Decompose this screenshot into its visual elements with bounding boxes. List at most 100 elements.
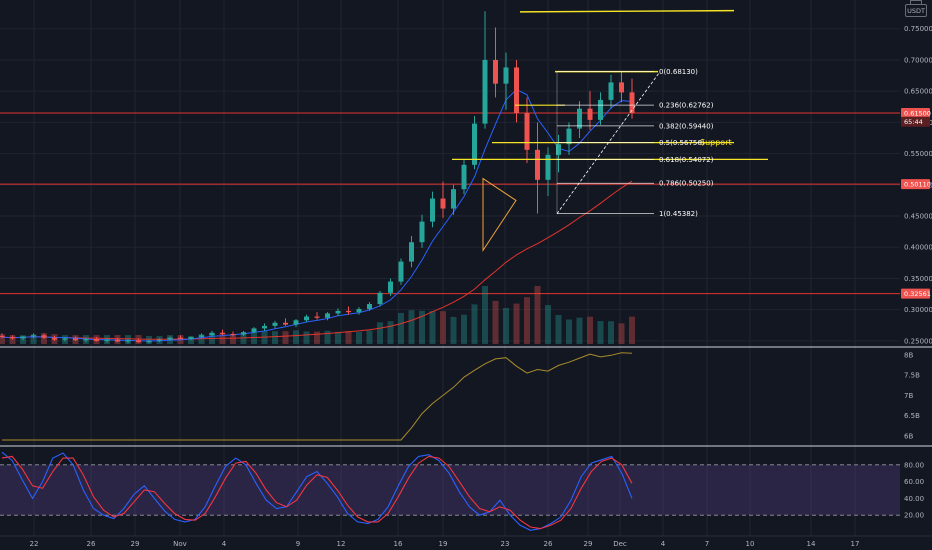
candle-body — [251, 328, 257, 333]
fib-level-label: 0.382(0.59440) — [659, 122, 714, 130]
stochastic-axis-tick: 40.00 — [904, 495, 924, 503]
candle-body — [325, 313, 330, 318]
volume-bar — [314, 331, 320, 344]
triangle-pattern — [482, 177, 517, 253]
price-axis-tick: 0.65000 — [904, 88, 932, 96]
indicator-axis-tick: 7.5B — [904, 372, 920, 380]
volume-bar — [366, 330, 373, 344]
candle-body — [31, 335, 36, 337]
candle-body — [566, 128, 572, 145]
candle-body — [83, 339, 89, 341]
candle-body — [220, 332, 225, 335]
stochastic-band — [0, 464, 900, 516]
volume-bar — [345, 331, 352, 344]
quote-currency-badge[interactable]: USDT — [905, 4, 927, 17]
candle-body — [524, 113, 530, 150]
price-axis-tick: 0.25000 — [904, 337, 932, 345]
volume-bar — [429, 310, 436, 344]
candle-body — [209, 332, 215, 336]
candle-body — [472, 123, 477, 165]
candle-body — [73, 338, 78, 341]
candle-body — [545, 154, 551, 180]
volume-bar — [618, 323, 625, 344]
time-axis-label: 29 — [131, 540, 140, 548]
volume-bar — [608, 321, 614, 344]
candle-body — [94, 339, 99, 341]
time-axis-label: 7 — [705, 540, 709, 548]
price-tag-box — [901, 116, 930, 127]
candle-body — [356, 309, 362, 313]
volume-bar — [503, 307, 509, 344]
candle-body — [503, 67, 509, 84]
candle-body — [514, 67, 519, 114]
price-tag-label: 0.61500 — [904, 109, 931, 117]
candle-body — [398, 261, 404, 282]
candles — [0, 11, 635, 344]
time-axis-label: 29 — [584, 540, 593, 548]
volume-bar — [0, 334, 5, 344]
volume-bar — [377, 322, 383, 344]
volume-bar — [629, 316, 635, 344]
price-tag-label: 0.32561 — [904, 290, 931, 298]
volume-bar — [576, 317, 583, 344]
candle-body — [146, 340, 152, 343]
volume-bar — [597, 321, 604, 344]
candle-body — [20, 336, 26, 339]
time-axis-label: 14 — [807, 540, 816, 548]
stochastic-k-line — [1, 451, 633, 531]
time-axis-label: 4 — [222, 540, 227, 548]
volume-bar — [293, 330, 299, 344]
candle-body — [535, 149, 540, 180]
price-tag-box — [901, 108, 930, 119]
candle-body — [556, 144, 561, 155]
volume-bar — [555, 315, 562, 344]
candle-body — [419, 221, 425, 243]
fib-level-label: 0.618(0.54072) — [659, 156, 714, 164]
price-tag-label: 65:44 — [904, 118, 923, 126]
stochastic-d-line — [1, 455, 633, 530]
fib-level-label: 1(0.45382) — [659, 210, 698, 218]
time-axis-label: 26 — [87, 540, 96, 548]
indicator-axis-tick: 6.5B — [904, 412, 920, 420]
indicator-line — [2, 352, 633, 441]
time-axis-label: 10 — [746, 540, 755, 548]
candle-body — [409, 242, 414, 262]
time-axis-label: 19 — [439, 540, 448, 548]
indicator-axis-tick: 8B — [904, 351, 913, 359]
candle-body — [482, 59, 488, 124]
candle-body — [167, 337, 173, 340]
time-axis-label: 23 — [501, 540, 510, 548]
support-annotation: Support — [700, 138, 732, 147]
volume-bar — [387, 321, 394, 344]
candle-body — [272, 322, 278, 326]
price-axis-tick: 0.35000 — [904, 275, 932, 283]
candle-body — [283, 322, 288, 325]
indicator-axis-tick: 6B — [904, 432, 913, 440]
stochastic-axis-tick: 20.00 — [904, 512, 924, 520]
volume-bar — [251, 332, 257, 344]
candle-body — [52, 337, 57, 340]
fib-level-label: 0(0.68130) — [659, 68, 698, 76]
volume-bar — [303, 331, 310, 344]
candle-body — [587, 108, 593, 120]
candle-body — [314, 316, 320, 318]
candle-body — [115, 339, 120, 342]
candle-body — [377, 292, 383, 305]
time-axis-label: 4 — [661, 540, 666, 548]
price-tag-box — [901, 179, 930, 190]
candle-body — [608, 82, 614, 100]
candle-body — [157, 339, 162, 341]
volume-bar — [398, 312, 404, 344]
price-axis-tick: 0.45000 — [904, 213, 932, 221]
time-axis-label: 26 — [544, 540, 553, 548]
candle-body — [0, 335, 5, 338]
volume-bar — [534, 286, 541, 344]
price-tag-label: 0.50110 — [904, 180, 931, 188]
candle-body — [104, 339, 110, 341]
time-axis-label: Nov — [173, 540, 187, 548]
candle-body — [10, 337, 15, 339]
volume-bar — [513, 303, 520, 344]
price-tag-box — [901, 288, 930, 299]
